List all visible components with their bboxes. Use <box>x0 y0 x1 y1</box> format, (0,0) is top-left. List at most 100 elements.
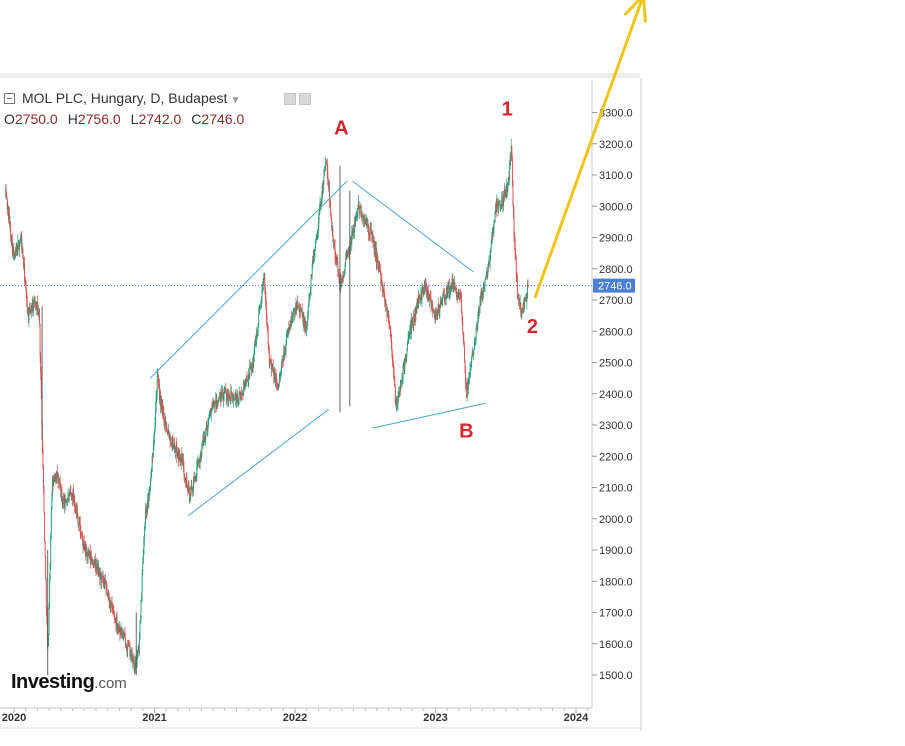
candle-body <box>69 491 71 494</box>
candle-body <box>170 438 172 441</box>
candle-body <box>201 445 203 447</box>
candle-body <box>99 573 101 579</box>
candle-body <box>46 609 48 622</box>
candle-body <box>287 327 289 332</box>
candle-body <box>230 390 232 394</box>
wave-label-2: 2 <box>527 316 538 338</box>
candle-body <box>336 257 338 262</box>
candle-body <box>53 475 54 487</box>
candle-body <box>231 393 233 397</box>
candle-body <box>107 592 109 593</box>
candle-body <box>155 409 156 423</box>
collapse-legend-icon[interactable] <box>4 93 15 104</box>
investing-logo[interactable]: Investing.com <box>11 671 127 694</box>
candle-body <box>164 418 166 424</box>
candle-body <box>87 551 89 556</box>
candle-body <box>151 456 153 471</box>
candle-body <box>258 309 260 314</box>
candle-body <box>329 187 330 202</box>
candle-body <box>287 331 289 333</box>
candle-body <box>193 477 194 491</box>
candle-body <box>255 341 257 345</box>
candle-body <box>482 287 484 296</box>
candle-body <box>173 443 175 448</box>
candle-body <box>446 287 448 296</box>
candle-body <box>319 202 321 210</box>
visibility-icon[interactable] <box>284 93 296 105</box>
open-value: 2750.0 <box>14 111 58 127</box>
candle-body <box>477 318 479 327</box>
candle-body <box>194 476 196 480</box>
candle-body <box>44 512 46 541</box>
candle-body <box>98 567 100 576</box>
candle-body <box>472 351 474 357</box>
candle-body <box>62 501 64 504</box>
candle-body <box>490 241 492 250</box>
legend-title[interactable]: MOL PLC, Hungary, D, Budapest ▼ <box>22 90 240 106</box>
settings-icon[interactable] <box>299 93 311 105</box>
candle-body <box>492 231 494 233</box>
candle-body <box>167 431 169 434</box>
candle-body <box>172 447 174 449</box>
candle-body <box>191 486 193 490</box>
candle-body <box>25 281 27 285</box>
candle-body <box>266 309 267 319</box>
candle-body <box>256 334 257 345</box>
candle-body <box>500 204 502 207</box>
candle-body <box>271 366 273 372</box>
candle-body <box>443 295 445 300</box>
candle-body <box>234 399 236 401</box>
candle-body <box>7 206 9 208</box>
candle-body <box>409 325 411 332</box>
candle-body <box>44 540 46 557</box>
wave-label-B: B <box>459 421 473 443</box>
candle-body <box>249 364 251 368</box>
candle-body <box>297 301 299 306</box>
candle-body <box>131 650 133 655</box>
candle-body <box>20 236 22 238</box>
candle-body <box>94 559 96 561</box>
candle-body <box>183 468 185 475</box>
high-label: H <box>67 111 78 127</box>
candle-body <box>341 276 343 279</box>
candle-body <box>338 274 340 279</box>
candle-body <box>306 327 308 330</box>
candle-body <box>190 487 192 490</box>
candle-body <box>403 362 405 371</box>
candle-body <box>489 262 490 264</box>
candle-body <box>335 260 337 262</box>
candle-body <box>158 382 160 385</box>
close-value: 2746.0 <box>201 111 245 127</box>
chevron-down-icon[interactable]: ▼ <box>230 95 241 106</box>
candle-body <box>238 398 240 399</box>
y-tick-label: 2100.0 <box>599 483 633 495</box>
candle-body <box>410 325 412 334</box>
candle-body <box>153 437 155 448</box>
candle-body <box>411 320 413 322</box>
candle-body <box>92 561 94 567</box>
candle-body <box>420 291 422 300</box>
candle-body <box>179 459 181 463</box>
candle-body <box>505 191 507 196</box>
candle-body <box>365 219 367 222</box>
candle-body <box>182 459 184 469</box>
candle-body <box>424 284 426 294</box>
candle-body <box>227 394 228 396</box>
candle-body <box>85 546 87 557</box>
price-axis[interactable]: 1500.0 1600.0 1700.0 1800.0 1900.0 2000.0 2100… <box>592 108 633 683</box>
candle-body <box>311 274 313 276</box>
candle-body <box>171 436 173 447</box>
candle-body <box>146 509 148 513</box>
candle-body <box>16 247 18 255</box>
candle-body <box>345 257 347 265</box>
candle-body <box>251 365 253 371</box>
candle-body <box>523 301 525 309</box>
projection-arrow-shaft <box>533 0 644 299</box>
time-axis[interactable]: 2020 2021 2022 2023 2024 <box>2 708 589 724</box>
candle-body <box>83 542 85 549</box>
candle-body <box>250 365 252 371</box>
candle-body <box>397 398 399 405</box>
candle-body <box>295 307 296 310</box>
